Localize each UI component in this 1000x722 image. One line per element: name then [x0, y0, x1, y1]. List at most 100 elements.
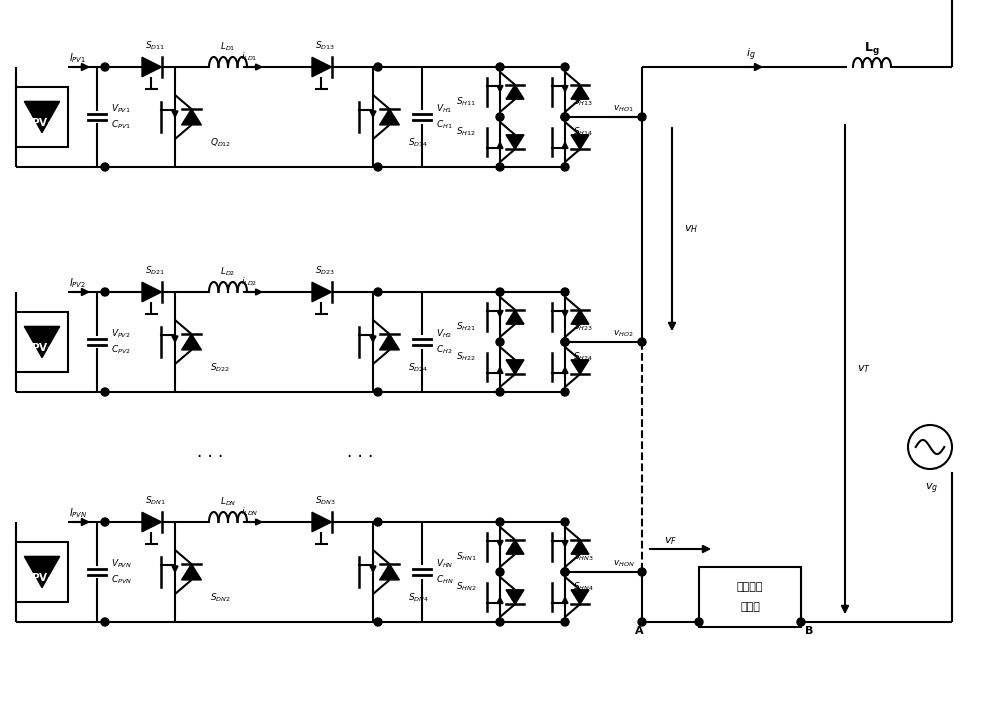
Polygon shape — [571, 540, 589, 554]
Circle shape — [561, 338, 569, 346]
Circle shape — [374, 518, 382, 526]
Circle shape — [101, 388, 109, 396]
Text: $S_{D23}$: $S_{D23}$ — [315, 265, 335, 277]
Text: $S_{H13}$: $S_{H13}$ — [573, 96, 593, 108]
Text: $S_{H14}$: $S_{H14}$ — [573, 126, 593, 138]
Text: $S_{D22}$: $S_{D22}$ — [210, 362, 230, 374]
Text: $S_{HN2}$: $S_{HN2}$ — [456, 580, 477, 593]
Circle shape — [638, 338, 646, 346]
Text: $v_g$: $v_g$ — [925, 482, 939, 497]
Text: $S_{HN3}$: $S_{HN3}$ — [573, 551, 594, 563]
Text: · · ·: · · · — [347, 448, 373, 466]
Text: $C_{H1}$: $C_{H1}$ — [436, 118, 453, 131]
Text: $S_{H21}$: $S_{H21}$ — [456, 321, 476, 334]
Polygon shape — [142, 512, 162, 531]
Text: $C_{PVN}$: $C_{PVN}$ — [111, 574, 132, 586]
Polygon shape — [506, 360, 524, 374]
Circle shape — [638, 618, 646, 626]
Text: PV$_2$: PV$_2$ — [31, 341, 53, 355]
Text: $S_{DN2}$: $S_{DN2}$ — [210, 592, 231, 604]
Text: $S_{H11}$: $S_{H11}$ — [456, 96, 476, 108]
Text: $S_{D24}$: $S_{D24}$ — [408, 362, 428, 374]
Text: $L_{D1}$: $L_{D1}$ — [220, 40, 236, 53]
Circle shape — [496, 288, 504, 296]
Text: $V_{PV2}$: $V_{PV2}$ — [111, 328, 131, 340]
Text: PV$_N$: PV$_N$ — [31, 571, 53, 585]
Text: $C_{PV1}$: $C_{PV1}$ — [111, 118, 131, 131]
Text: 滤波器: 滤波器 — [740, 602, 760, 612]
Text: A: A — [635, 626, 643, 636]
Text: $I_{PV2}$: $I_{PV2}$ — [69, 276, 86, 290]
Text: $L_{DN}$: $L_{DN}$ — [220, 496, 236, 508]
Bar — [16, 542, 68, 602]
Circle shape — [797, 618, 805, 626]
Circle shape — [695, 618, 703, 626]
Text: $S_{DN1}$: $S_{DN1}$ — [145, 495, 165, 508]
Text: PV$_1$: PV$_1$ — [31, 116, 53, 130]
Circle shape — [101, 288, 109, 296]
Polygon shape — [142, 57, 162, 77]
Circle shape — [561, 518, 569, 526]
Text: $S_{D13}$: $S_{D13}$ — [315, 40, 335, 53]
Text: $S_{D11}$: $S_{D11}$ — [145, 40, 165, 53]
Circle shape — [101, 63, 109, 71]
Text: $v_{HO1}$: $v_{HO1}$ — [613, 104, 634, 114]
Text: $v_{HON}$: $v_{HON}$ — [613, 559, 635, 569]
Circle shape — [374, 618, 382, 626]
Circle shape — [561, 113, 569, 121]
Text: $i_{LD2}$: $i_{LD2}$ — [241, 276, 257, 288]
Circle shape — [101, 618, 109, 626]
Circle shape — [496, 568, 504, 576]
Circle shape — [561, 163, 569, 171]
Text: $I_{PVN}$: $I_{PVN}$ — [69, 506, 88, 520]
Polygon shape — [571, 84, 589, 99]
Text: · · ·: · · · — [197, 448, 223, 466]
Text: $v_F$: $v_F$ — [664, 535, 677, 547]
Polygon shape — [380, 109, 399, 125]
Circle shape — [496, 113, 504, 121]
Text: $V_{HN}$: $V_{HN}$ — [436, 558, 453, 570]
Text: $i_{LDN}$: $i_{LDN}$ — [241, 505, 258, 518]
Polygon shape — [506, 590, 524, 604]
Text: $V_{PVN}$: $V_{PVN}$ — [111, 558, 132, 570]
Text: $S_{DN4}$: $S_{DN4}$ — [408, 592, 429, 604]
Text: $S_{D14}$: $S_{D14}$ — [408, 136, 428, 149]
Text: $v_T$: $v_T$ — [857, 364, 871, 375]
Circle shape — [374, 388, 382, 396]
Polygon shape — [506, 540, 524, 554]
Polygon shape — [24, 557, 60, 588]
Polygon shape — [182, 564, 201, 580]
Circle shape — [101, 518, 109, 526]
Circle shape — [561, 568, 569, 576]
Text: $v_H$: $v_H$ — [684, 224, 698, 235]
Bar — [699, 567, 801, 627]
Text: $V_{H2}$: $V_{H2}$ — [436, 328, 452, 340]
Polygon shape — [506, 135, 524, 149]
Polygon shape — [312, 57, 332, 77]
Text: $V_{H1}$: $V_{H1}$ — [436, 103, 452, 116]
Bar — [16, 312, 68, 372]
Circle shape — [374, 288, 382, 296]
Polygon shape — [182, 334, 201, 350]
Text: $L_{D2}$: $L_{D2}$ — [220, 266, 236, 278]
Circle shape — [496, 388, 504, 396]
Text: B: B — [805, 626, 813, 636]
Circle shape — [496, 163, 504, 171]
Polygon shape — [571, 135, 589, 149]
Circle shape — [374, 63, 382, 71]
Circle shape — [496, 338, 504, 346]
Polygon shape — [506, 84, 524, 99]
Text: $S_{D21}$: $S_{D21}$ — [145, 265, 165, 277]
Circle shape — [496, 518, 504, 526]
Circle shape — [561, 63, 569, 71]
Text: $S_{H24}$: $S_{H24}$ — [573, 351, 593, 363]
Circle shape — [561, 338, 569, 346]
Circle shape — [374, 163, 382, 171]
Text: $v_{HO2}$: $v_{HO2}$ — [613, 329, 633, 339]
Circle shape — [638, 113, 646, 121]
Text: $\mathbf{L_g}$: $\mathbf{L_g}$ — [864, 40, 880, 58]
Circle shape — [638, 568, 646, 576]
Polygon shape — [571, 590, 589, 604]
Polygon shape — [142, 282, 162, 302]
Circle shape — [561, 288, 569, 296]
